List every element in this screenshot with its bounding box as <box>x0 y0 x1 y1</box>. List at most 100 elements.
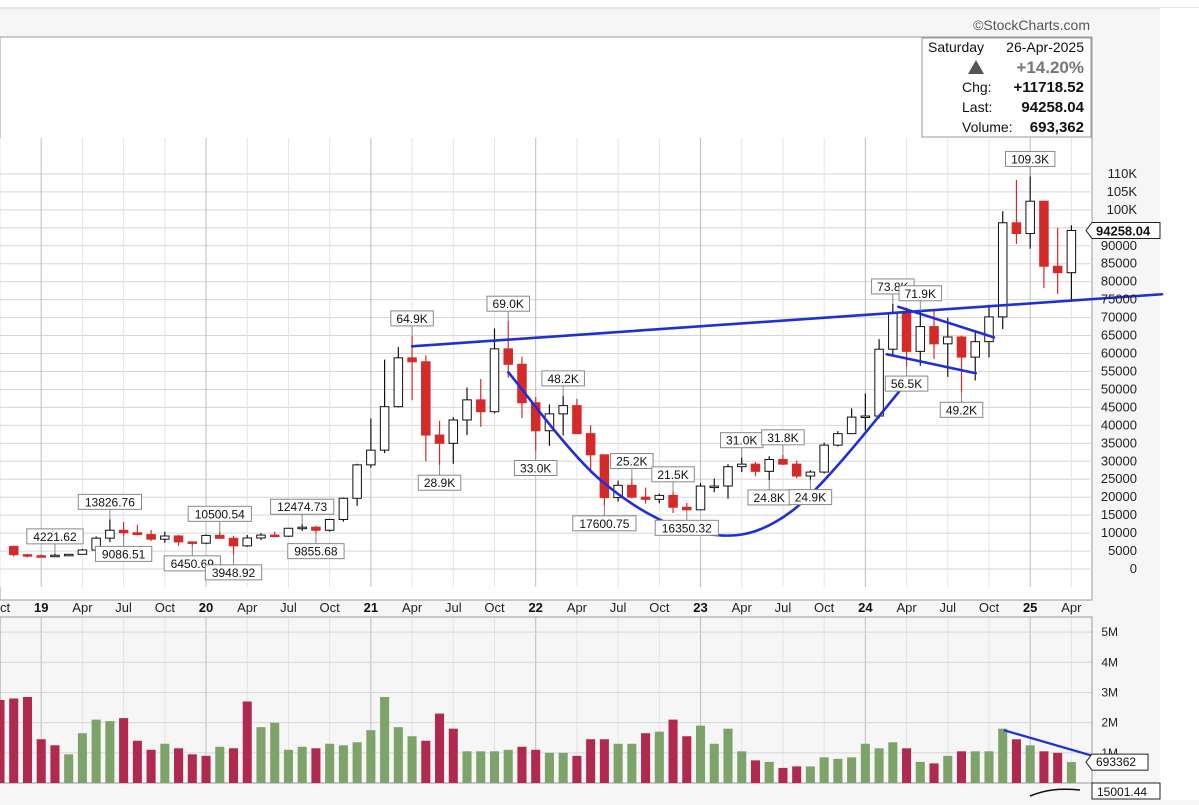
candle-down <box>668 494 678 508</box>
annotation-label: 24.8K <box>754 491 785 505</box>
year-label: 20 <box>199 600 213 615</box>
month-label: Jul <box>280 600 297 615</box>
volume-last-tag-box <box>1085 753 1149 771</box>
candle-down <box>1011 222 1022 235</box>
neckline-line <box>410 292 1164 348</box>
volume-axis-label: 5M <box>1101 625 1118 639</box>
month-label: Jul <box>775 600 792 615</box>
volume-bar-up <box>77 733 87 783</box>
candle-up <box>283 527 294 537</box>
volume-bar-up <box>256 727 266 783</box>
month-label: Jul <box>939 600 956 615</box>
volume-bar-down <box>36 739 46 783</box>
candle-down <box>929 326 939 345</box>
price-axis-label: 35000 <box>1101 435 1137 450</box>
volume-bar-up <box>847 757 857 783</box>
candle-up <box>970 341 981 358</box>
flag-top-line <box>897 305 996 339</box>
month-label: Oct <box>649 600 670 615</box>
info-last-label: Last: <box>962 99 992 115</box>
volume-bar-down <box>1011 739 1021 783</box>
price-axis-label: 25000 <box>1101 471 1137 486</box>
candle-up <box>833 433 843 446</box>
volume-bar-up <box>805 766 815 783</box>
candle-up <box>105 529 115 539</box>
candle-down <box>22 554 33 557</box>
month-label: Jul <box>445 600 462 615</box>
volume-last-tag: 693362 <box>1085 753 1149 771</box>
flag-bottom-line <box>885 352 978 375</box>
info-change-pct: +14.20% <box>1016 58 1084 77</box>
candle-down <box>503 348 513 365</box>
volume-bar-up <box>105 721 115 783</box>
price-axis-label: 75000 <box>1101 292 1137 307</box>
volume-bar-down <box>174 748 184 783</box>
candle-down <box>215 534 225 539</box>
volume-bar-down <box>682 736 692 783</box>
volume-bar-up <box>833 758 843 783</box>
month-label: Oct <box>979 600 1000 615</box>
volume-bar-up <box>874 748 884 783</box>
annotation-box <box>572 515 637 532</box>
candle-up <box>160 535 170 540</box>
volume-bar-up <box>709 743 719 783</box>
annotation-box <box>187 505 252 522</box>
volume-bars <box>0 696 1076 783</box>
candle-up <box>256 534 266 539</box>
candle-up <box>77 549 88 555</box>
annotation-label: 25.2K <box>616 455 647 469</box>
last-price-tag-text: 94258.04 <box>1096 223 1151 238</box>
right-gutter <box>1160 8 1199 800</box>
month-label: Oct <box>0 600 10 615</box>
candle-up <box>297 526 307 530</box>
volume-bar-up <box>915 761 925 783</box>
month-label: Apr <box>732 600 753 615</box>
volume-bar-up <box>943 755 953 783</box>
year-label: 21 <box>364 600 378 615</box>
volume-bar-up <box>366 730 376 783</box>
annotation-box <box>287 543 345 560</box>
volume-bar-up <box>476 751 486 783</box>
volume-bar-down <box>668 719 678 783</box>
last-price-tag: 94258.04 <box>1085 221 1161 239</box>
price-axis-label: 5000 <box>1108 543 1137 558</box>
volume-bar-up <box>819 757 829 783</box>
volume-bar-down <box>435 713 445 783</box>
annotation-box <box>486 295 530 312</box>
candle-down <box>311 526 321 531</box>
annotation-label: 6450.69 <box>171 557 215 571</box>
price-axis-label: 30000 <box>1101 453 1137 468</box>
volume-bar-down <box>50 745 60 783</box>
candle-up <box>764 458 774 472</box>
month-label: Oct <box>320 600 341 615</box>
candle-down <box>627 484 637 498</box>
volume-bar-up <box>325 743 335 783</box>
candle-up <box>654 494 665 500</box>
price-axis-label: 70000 <box>1101 310 1137 325</box>
volume-axis-label: 4M <box>1101 655 1118 669</box>
candle-down <box>407 357 417 363</box>
candle-up <box>723 466 733 487</box>
month-label: Apr <box>237 600 258 615</box>
up-triangle-icon <box>968 60 984 74</box>
volume-bar-down <box>228 748 239 783</box>
annotation-box <box>939 401 984 418</box>
candle-up <box>63 553 74 557</box>
candle-up <box>888 312 898 350</box>
volume-bar-up <box>352 742 362 783</box>
candle-down <box>421 361 431 436</box>
volume-bar-down <box>750 760 761 783</box>
month-label: Jul <box>115 600 132 615</box>
info-volume-label: Volume: <box>962 119 1013 135</box>
candle-down <box>682 506 692 511</box>
annotation-box <box>898 285 943 302</box>
candle-up <box>997 222 1008 318</box>
candle-up <box>846 416 857 435</box>
volume-bar-down <box>641 733 651 783</box>
candles <box>8 176 1077 558</box>
volume-bar-down <box>201 755 211 783</box>
volume-bar-down <box>421 740 431 783</box>
month-label: Oct <box>484 600 505 615</box>
annotation-box <box>1004 150 1056 167</box>
volume-bar-down <box>956 751 967 783</box>
